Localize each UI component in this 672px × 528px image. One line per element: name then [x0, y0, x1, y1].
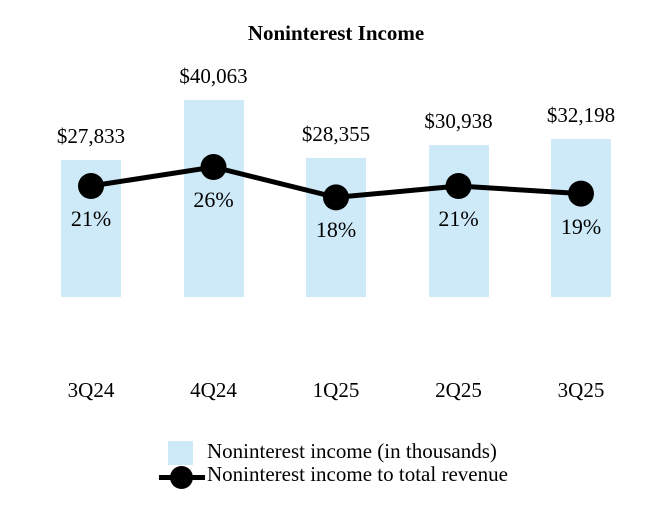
bar-4Q24	[183, 100, 244, 297]
line-value-label-2Q25: 21%	[438, 206, 479, 231]
line-value-label-4Q24: 26%	[193, 187, 234, 212]
legend-label-line-series: Noninterest income to total revenue	[207, 462, 508, 486]
line-marker-2Q25	[445, 173, 472, 199]
line-value-label-3Q24: 21%	[70, 206, 112, 231]
legend-label-bar-series: Noninterest income (in thousands)	[207, 439, 497, 463]
x-axis-label-4Q24: 4Q24	[190, 378, 237, 402]
line-marker-4Q24	[200, 154, 227, 180]
line-marker-3Q24	[78, 173, 104, 199]
bar-value-label-3Q24: $27,833	[56, 124, 126, 148]
bar-value-label-1Q25: $28,355	[301, 122, 371, 146]
line-value-label-3Q25: 19%	[560, 213, 602, 239]
bar-1Q25	[306, 158, 366, 297]
bar-2Q25	[428, 145, 489, 297]
bar-value-label-2Q25: $30,938	[424, 109, 493, 133]
bar-legend-swatch-icon	[168, 441, 193, 465]
line-marker-1Q25	[323, 184, 349, 211]
x-axis-label-3Q24: 3Q24	[67, 378, 115, 402]
x-axis-label-1Q25: 1Q25	[312, 378, 360, 402]
bar-3Q25	[551, 139, 611, 297]
line-legend-marker-icon	[170, 466, 193, 489]
bar-value-label-4Q24: $40,063	[179, 64, 248, 88]
chart-title: Noninterest Income	[247, 21, 425, 45]
line-value-label-1Q25: 18%	[315, 217, 357, 243]
x-axis-label-3Q25: 3Q25	[557, 378, 605, 402]
bar-value-label-3Q25: $32,198	[546, 103, 616, 127]
line-marker-3Q25	[568, 180, 594, 207]
x-axis-label-2Q25: 2Q25	[435, 378, 482, 402]
